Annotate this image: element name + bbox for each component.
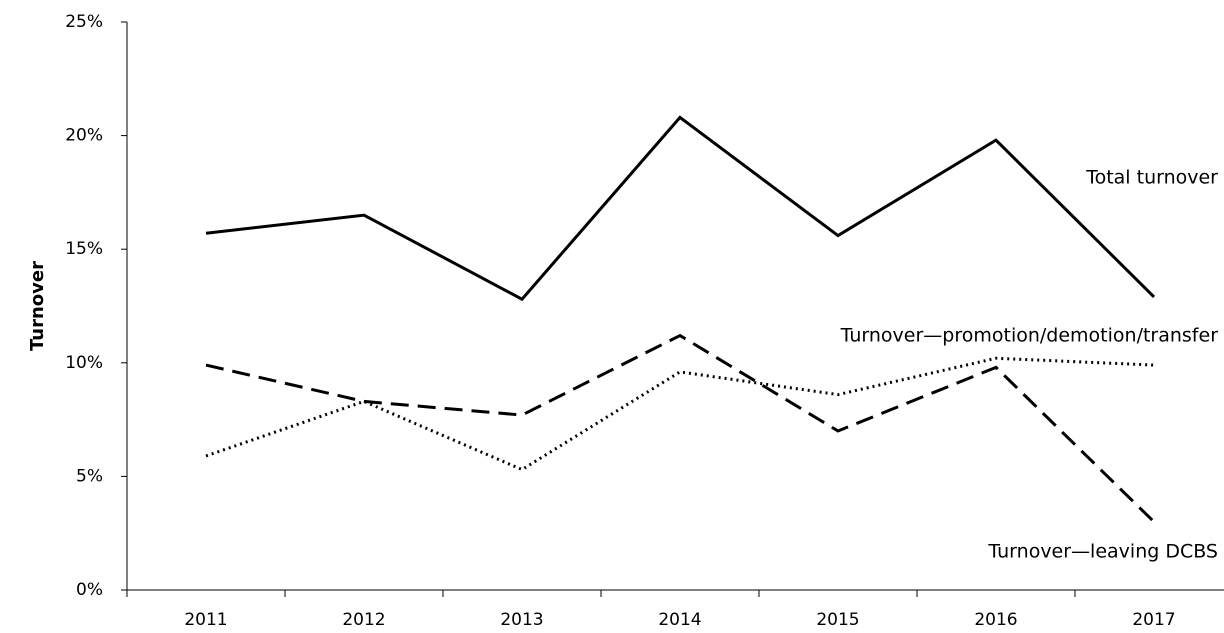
series-line	[205, 356, 1155, 472]
x-tick-label: 2017	[1132, 610, 1175, 630]
x-tick-label: 2014	[658, 610, 701, 630]
y-tick-label: 5%	[76, 466, 103, 486]
series-label: Total turnover	[1085, 167, 1218, 189]
x-tick-label: 2015	[816, 610, 859, 630]
y-tick-label: 25%	[65, 12, 103, 32]
x-tick-label: 2011	[184, 610, 227, 630]
y-tick-label: 20%	[65, 126, 103, 146]
x-tick-label: 2016	[974, 610, 1017, 630]
series-line	[205, 115, 1156, 302]
series-label: Turnover—promotion/demotion/transfer	[840, 325, 1219, 347]
y-tick-label: 15%	[65, 239, 103, 259]
y-tick-label: 10%	[65, 353, 103, 373]
x-tick-label: 2013	[500, 610, 543, 630]
y-tick-label: 0%	[76, 580, 103, 600]
series-label: Turnover—leaving DCBS	[987, 541, 1218, 563]
series-line	[205, 333, 1156, 523]
x-tick-label: 2012	[342, 610, 385, 630]
y-axis-label: Turnover	[27, 261, 48, 351]
